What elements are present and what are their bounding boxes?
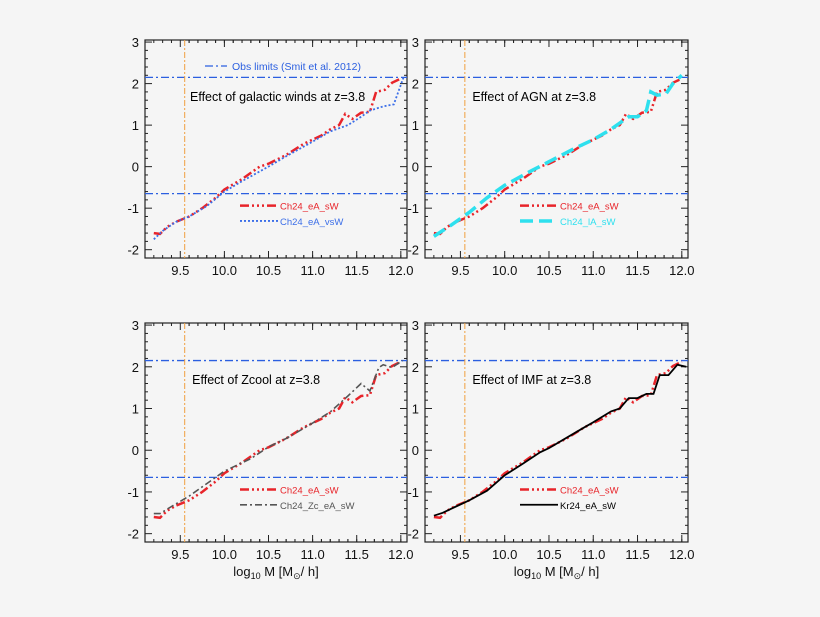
y-tick-label: -2 — [127, 243, 139, 258]
plot-frame — [144, 322, 408, 543]
y-tick-label: -1 — [127, 485, 139, 500]
plot-frame — [144, 39, 408, 259]
y-tick-label: 2 — [132, 360, 139, 375]
x-tick-label: 10.5 — [536, 547, 561, 562]
y-tick-label: 0 — [412, 443, 419, 458]
panel-2: 3 2 1 0 -1 -2 9.5 10.0 10.5 11.0 11.5 12.0 Ch24_eA_s… — [407, 35, 694, 278]
x-tick-label: 10.0 — [492, 263, 517, 278]
y-tick-label: -2 — [407, 243, 419, 258]
x-tick-label: 10.5 — [256, 547, 281, 562]
panel-annotation: Effect of IMF at z=3.8 — [472, 373, 591, 387]
x-tick-label: 11.0 — [581, 547, 605, 562]
x-tick-label: 10.0 — [212, 547, 237, 562]
x-tick-label: 9.5 — [451, 547, 469, 562]
y-tick-label: 3 — [412, 318, 419, 333]
y-tick-label: 2 — [412, 360, 419, 375]
y-tick-label: -2 — [407, 527, 419, 542]
series-line-Ch24_eA_sW — [433, 77, 683, 236]
x-tick-label: 11.0 — [300, 263, 324, 278]
y-tick-label: 3 — [132, 35, 139, 50]
x-tick-label: 9.5 — [171, 547, 189, 562]
plot-frame — [424, 322, 689, 543]
y-tick-label: 3 — [412, 35, 419, 50]
legend-label: Ch24_eA_vsW — [280, 217, 343, 228]
x-tick-label: 11.5 — [625, 547, 649, 562]
y-tick-label: 1 — [412, 118, 419, 133]
x-tick-label: 10.0 — [492, 547, 517, 562]
series-line-Ch24_eA_vsW — [153, 77, 405, 240]
series-line-Ch24_lA_sW — [432, 74, 683, 238]
legend-label: Ch24_eA_sW — [560, 485, 619, 496]
x-tick-label: 10.5 — [256, 263, 281, 278]
y-tick-label: 1 — [132, 402, 139, 417]
y-tick-label: 2 — [412, 77, 419, 92]
panel-1: 3 2 1 0 -1 -2 9.5 10.0 10.5 11.0 11.5 12.0 Ch24_eA_s… — [127, 35, 413, 278]
legend-label: Ch24_eA_sW — [560, 202, 619, 213]
x-tick-label: 9.5 — [171, 263, 189, 278]
x-tick-label: 11.5 — [345, 263, 369, 278]
y-tick-label: 0 — [132, 443, 139, 458]
panel-3: 3 2 1 0 -1 -2 9.5 10.0 10.5 11.0 11.5 12.0 Ch24_eA_s… — [127, 318, 413, 581]
x-tick-label: 10.0 — [212, 263, 237, 278]
y-tick-label: -1 — [407, 201, 419, 216]
y-tick-label: 0 — [412, 160, 419, 175]
legend-label: Ch24_Zc_eA_sW — [280, 501, 354, 512]
x-axis-label: log10 M [M⊙/ h] — [233, 564, 319, 581]
x-tick-label: 11.5 — [625, 263, 649, 278]
series-line-Ch24_Zc_eA_sW — [153, 359, 404, 515]
legend-label: Kr24_eA_sW — [560, 501, 616, 512]
series-line-Ch24_eA_sW — [153, 360, 402, 520]
x-tick-label: 12.0 — [388, 547, 413, 562]
legend-label: Ch24_eA_sW — [280, 202, 339, 213]
x-axis-label: log10 M [M⊙/ h] — [514, 564, 600, 581]
y-tick-label: -1 — [127, 201, 139, 216]
x-tick-label: 11.0 — [300, 547, 324, 562]
y-tick-label: 1 — [132, 118, 139, 133]
y-tick-label: 0 — [132, 160, 139, 175]
panel-annotation: Effect of Zcool at z=3.8 — [192, 373, 320, 387]
panel-annotation: Effect of AGN at z=3.8 — [472, 90, 596, 104]
y-tick-label: 1 — [412, 402, 419, 417]
y-tick-label: -1 — [407, 485, 419, 500]
x-tick-label: 9.5 — [451, 263, 469, 278]
x-tick-label: 12.0 — [669, 547, 694, 562]
x-tick-label: 12.0 — [388, 263, 413, 278]
legend-label: Ch24_eA_sW — [280, 485, 339, 496]
panel-4: 3 2 1 0 -1 -2 9.5 10.0 10.5 11.0 11.5 12.0 Ch24_eA_s… — [407, 318, 694, 581]
x-tick-label: 10.5 — [536, 263, 561, 278]
plot-frame — [424, 39, 689, 259]
y-tick-label: -2 — [127, 527, 139, 542]
y-tick-label: 3 — [132, 318, 139, 333]
series-line-Kr24_eA_sW — [433, 363, 687, 517]
x-tick-label: 11.0 — [581, 263, 605, 278]
obs-legend-label: Obs limits (Smit et al. 2012) — [232, 61, 361, 73]
legend-label: Ch24_lA_sW — [560, 217, 615, 228]
panel-annotation: Effect of galactic winds at z=3.8 — [190, 90, 365, 104]
x-tick-label: 11.5 — [345, 547, 369, 562]
series-line-Ch24_eA_sW — [153, 77, 402, 236]
x-tick-label: 12.0 — [669, 263, 694, 278]
y-tick-label: 2 — [132, 77, 139, 92]
